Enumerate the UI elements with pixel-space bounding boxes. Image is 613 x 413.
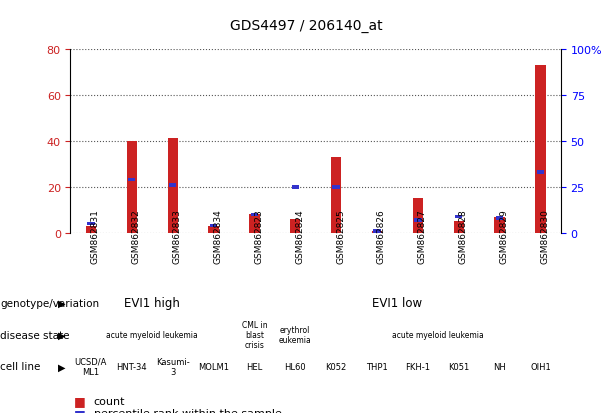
Text: Kasumi-
3: Kasumi- 3 xyxy=(156,357,189,376)
Text: GSM862828: GSM862828 xyxy=(459,209,468,263)
Bar xyxy=(537,171,544,174)
Text: HNT-34: HNT-34 xyxy=(116,362,147,371)
Text: THP1: THP1 xyxy=(366,362,388,371)
Bar xyxy=(496,217,503,221)
Text: genotype/variation: genotype/variation xyxy=(0,298,99,308)
Bar xyxy=(128,178,135,182)
Text: GSM862834: GSM862834 xyxy=(213,209,223,263)
Bar xyxy=(292,186,299,189)
Text: acute myeloid leukemia: acute myeloid leukemia xyxy=(392,330,484,339)
Text: count: count xyxy=(94,396,125,406)
Bar xyxy=(535,66,546,233)
Bar xyxy=(373,230,381,233)
Text: GSM862831: GSM862831 xyxy=(91,209,100,263)
Text: K051: K051 xyxy=(448,362,470,371)
Bar xyxy=(86,226,96,233)
Text: ▶: ▶ xyxy=(58,361,66,372)
Text: GSM862825: GSM862825 xyxy=(336,209,345,263)
Bar xyxy=(455,215,462,218)
Bar xyxy=(413,199,423,233)
Bar xyxy=(290,220,300,233)
Bar xyxy=(454,222,464,233)
Text: GSM862832: GSM862832 xyxy=(132,209,141,263)
Text: ▶: ▶ xyxy=(58,298,66,308)
Bar xyxy=(208,226,219,233)
Bar xyxy=(332,186,340,189)
Text: MOLM1: MOLM1 xyxy=(198,362,229,371)
Text: CML in
blast
crisis: CML in blast crisis xyxy=(242,320,267,349)
Bar xyxy=(372,231,382,233)
Bar xyxy=(495,217,504,233)
Text: EVI1 low: EVI1 low xyxy=(372,297,422,309)
Text: GSM862833: GSM862833 xyxy=(173,209,181,263)
Bar xyxy=(210,224,217,228)
Text: disease state: disease state xyxy=(0,330,69,340)
Bar xyxy=(331,157,341,233)
Text: acute myeloid leukemia: acute myeloid leukemia xyxy=(106,330,198,339)
Text: HL60: HL60 xyxy=(284,362,306,371)
Text: GSM862827: GSM862827 xyxy=(418,209,427,263)
Text: erythrol
eukemia: erythrol eukemia xyxy=(279,325,311,344)
Bar xyxy=(414,219,422,222)
Bar xyxy=(127,142,137,233)
Text: OIH1: OIH1 xyxy=(530,362,551,371)
Text: HEL: HEL xyxy=(246,362,262,371)
Text: NH: NH xyxy=(493,362,506,371)
Text: GDS4497 / 206140_at: GDS4497 / 206140_at xyxy=(230,19,383,33)
Text: ■: ■ xyxy=(74,407,85,413)
Bar xyxy=(169,184,177,187)
Text: FKH-1: FKH-1 xyxy=(405,362,430,371)
Bar xyxy=(251,213,258,217)
Text: cell line: cell line xyxy=(0,361,40,372)
Text: GSM862823: GSM862823 xyxy=(254,209,264,263)
Text: GSM862829: GSM862829 xyxy=(500,209,509,263)
Text: UCSD/A
ML1: UCSD/A ML1 xyxy=(75,357,107,376)
Text: GSM862830: GSM862830 xyxy=(541,209,549,263)
Text: ▶: ▶ xyxy=(58,330,66,340)
Text: GSM862824: GSM862824 xyxy=(295,209,304,263)
Text: percentile rank within the sample: percentile rank within the sample xyxy=(94,408,281,413)
Bar xyxy=(87,223,94,226)
Text: K052: K052 xyxy=(326,362,347,371)
Bar xyxy=(167,139,178,233)
Bar xyxy=(249,215,259,233)
Text: EVI1 high: EVI1 high xyxy=(124,297,180,309)
Text: ■: ■ xyxy=(74,394,85,408)
Text: GSM862826: GSM862826 xyxy=(377,209,386,263)
